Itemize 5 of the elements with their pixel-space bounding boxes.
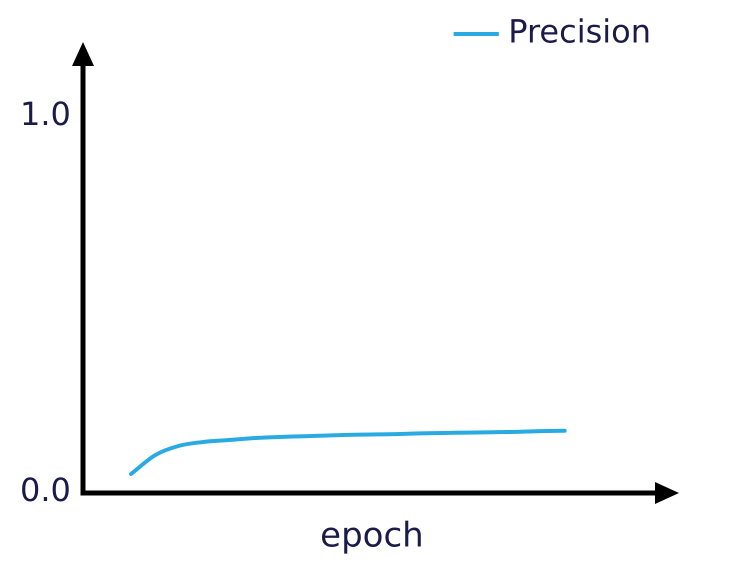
legend-label: Precision (508, 12, 651, 50)
x-axis-title: epoch (320, 515, 424, 556)
y-tick-label: 0.0 (20, 471, 71, 510)
line-series (129, 428, 567, 476)
y-tick-label: 1.0 (20, 94, 71, 133)
